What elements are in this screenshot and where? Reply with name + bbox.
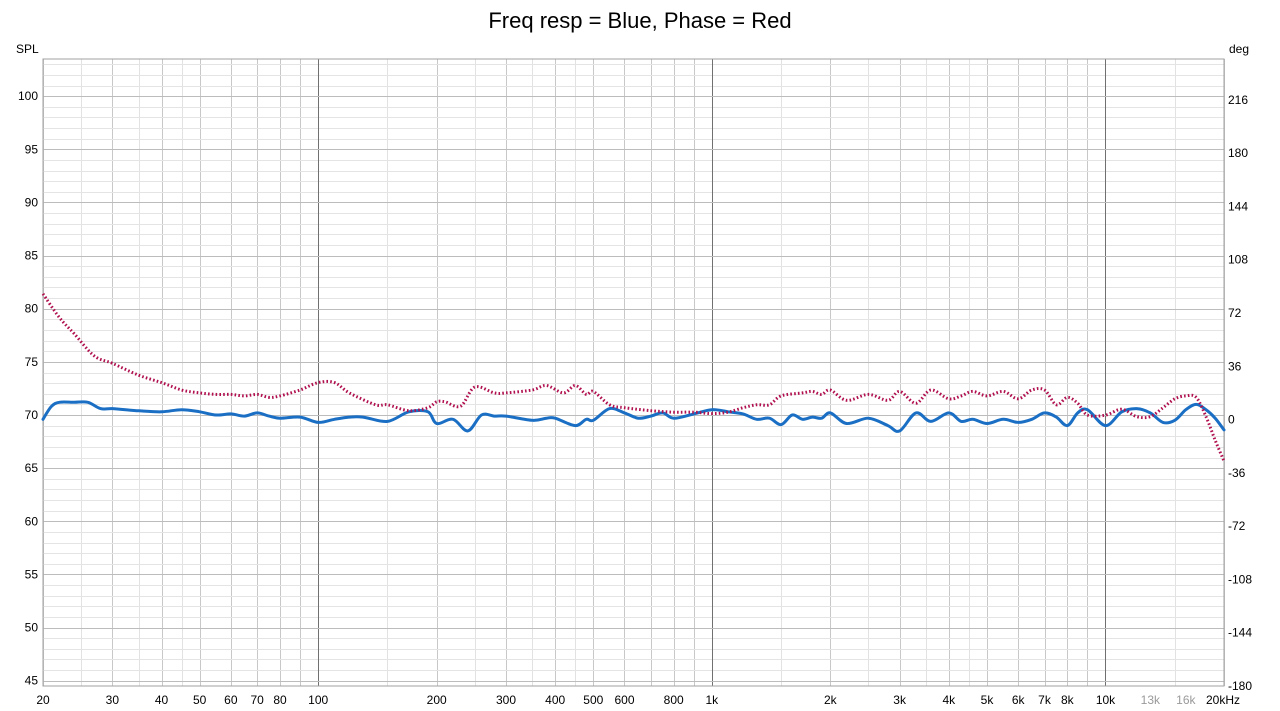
left-axis-unit-label: SPL xyxy=(16,42,39,56)
x-tick-label: 800 xyxy=(664,693,684,707)
x-tick-label: 60 xyxy=(224,693,238,707)
x-tick-label: 70 xyxy=(251,693,265,707)
frequency-response-series-line xyxy=(41,400,1226,433)
x-tick-label: 80 xyxy=(273,693,287,707)
right-axis-unit-label: deg xyxy=(1229,42,1249,56)
x-tick-label: 20 xyxy=(36,693,50,707)
x-tick-label: 4k xyxy=(942,693,956,707)
y-right-tick-label: 216 xyxy=(1228,93,1248,107)
x-tick-label: 7k xyxy=(1038,693,1052,707)
y-right-tick-label: -36 xyxy=(1228,466,1246,480)
y-left-tick-label: 80 xyxy=(25,302,39,316)
plot-border xyxy=(42,58,1225,687)
y-left-tick-label: 75 xyxy=(25,355,39,369)
y-left-tick-label: 60 xyxy=(25,514,39,528)
phase-series-line xyxy=(41,292,1226,462)
x-tick-label: 50 xyxy=(193,693,207,707)
y-right-tick-label: -108 xyxy=(1228,572,1252,586)
x-tick-label: 600 xyxy=(614,693,634,707)
x-tick-label: 40 xyxy=(155,693,169,707)
y-left-tick-label: 100 xyxy=(18,89,38,103)
y-right-tick-label: -72 xyxy=(1228,519,1246,533)
x-tick-label: 400 xyxy=(545,693,565,707)
x-tick-label: 8k xyxy=(1061,693,1075,707)
x-tick-label: 10k xyxy=(1096,693,1116,707)
series-layer xyxy=(41,292,1226,462)
x-tick-label: 300 xyxy=(496,693,516,707)
y-right-tick-label: -180 xyxy=(1228,679,1252,693)
y-right-tick-label: 180 xyxy=(1228,146,1248,160)
tick-labels: 20 30 40 50 60 70 80 100 200 300 400 500 600 800 1k 2k 3… xyxy=(18,89,1252,707)
x-tick-label: 3k xyxy=(893,693,907,707)
y-left-tick-label: 55 xyxy=(25,567,39,581)
y-left-tick-label: 45 xyxy=(25,674,39,688)
x-tick-label: 30 xyxy=(106,693,120,707)
y-left-tick-label: 90 xyxy=(25,195,39,209)
y-right-tick-label: 144 xyxy=(1228,199,1248,213)
x-tick-label: 1k xyxy=(705,693,719,707)
y-right-tick-label: 0 xyxy=(1228,413,1235,427)
y-right-tick-label: 108 xyxy=(1228,253,1248,267)
x-tick-label: 200 xyxy=(427,693,447,707)
y-left-tick-label: 65 xyxy=(25,461,39,475)
y-right-tick-label: 72 xyxy=(1228,306,1242,320)
x-tick-label: 16k xyxy=(1176,693,1196,707)
y-right-tick-label: 36 xyxy=(1228,359,1242,373)
x-tick-label: 2k xyxy=(824,693,838,707)
y-left-tick-label: 85 xyxy=(25,249,39,263)
minor-gridlines xyxy=(43,59,1225,686)
x-tick-label: 6k xyxy=(1012,693,1026,707)
y-right-tick-label: -144 xyxy=(1228,626,1252,640)
x-tick-label: 100 xyxy=(308,693,328,707)
y-left-tick-label: 50 xyxy=(25,621,39,635)
chart-title: Freq resp = Blue, Phase = Red xyxy=(488,8,792,33)
y-left-tick-label: 95 xyxy=(25,142,39,156)
x-tick-label: 20kHz xyxy=(1206,693,1240,707)
x-tick-label: 500 xyxy=(583,693,603,707)
plot-area xyxy=(43,59,1224,686)
x-tick-label: 5k xyxy=(981,693,995,707)
x-tick-label: 13k xyxy=(1141,693,1161,707)
y-left-tick-label: 70 xyxy=(25,408,39,422)
